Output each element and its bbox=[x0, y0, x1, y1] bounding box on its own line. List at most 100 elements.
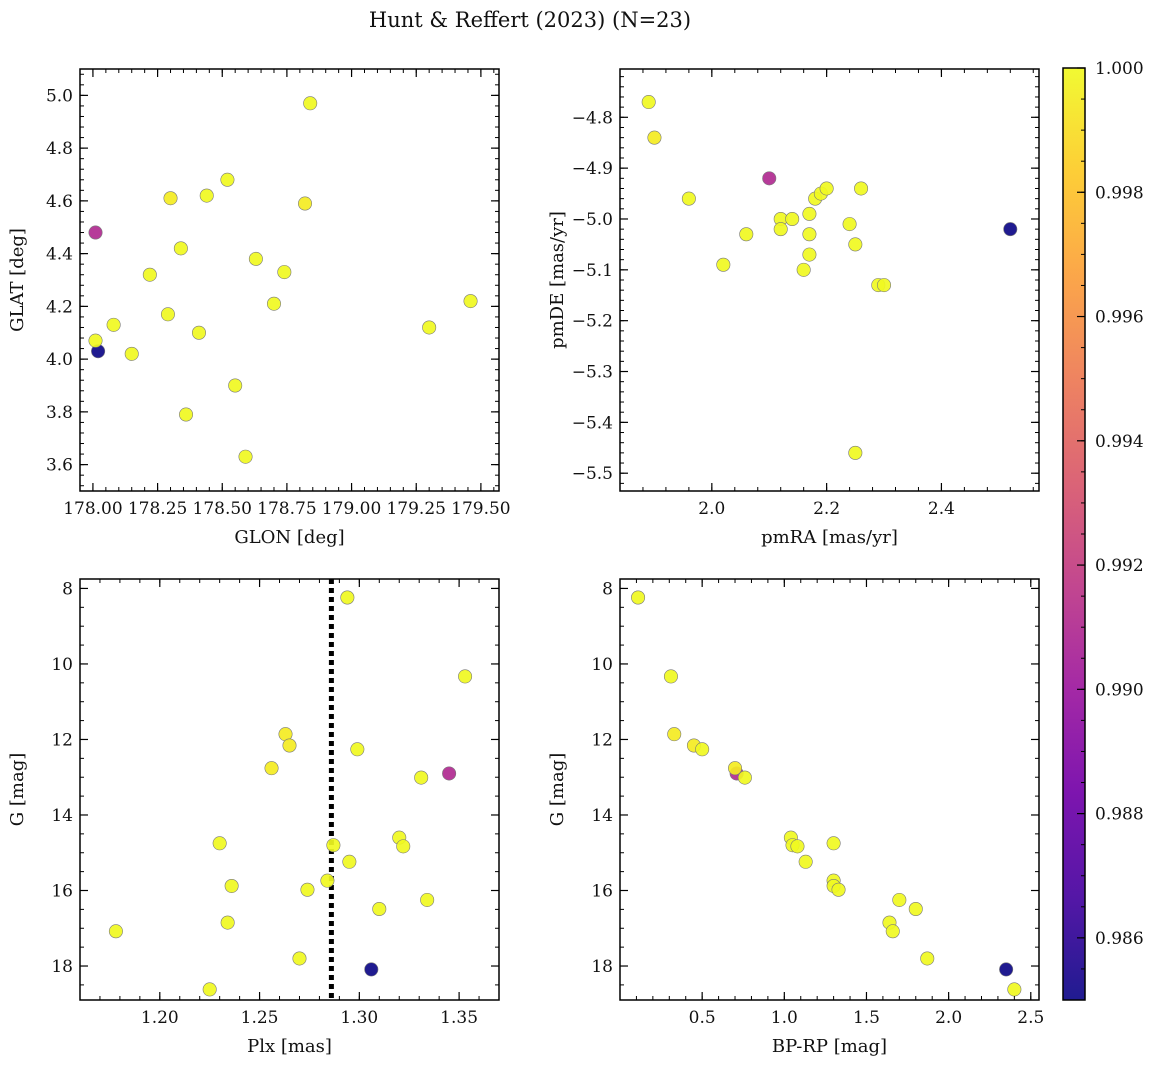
x-axis-label: BP-RP [mag] bbox=[772, 1036, 887, 1057]
x-tick-label: 2.2 bbox=[813, 499, 840, 519]
y-tick-label: 3.8 bbox=[46, 403, 73, 423]
scatter-points bbox=[631, 590, 1022, 997]
data-point bbox=[819, 181, 834, 196]
y-tick-label: 4.8 bbox=[46, 139, 73, 159]
colorbar-tick-label: 0.986 bbox=[1095, 929, 1144, 949]
x-axis-label: pmRA [mas/yr] bbox=[761, 527, 898, 548]
data-point bbox=[220, 172, 235, 187]
data-point bbox=[1007, 982, 1022, 997]
data-point bbox=[631, 590, 646, 605]
colorbar-tick-label: 0.996 bbox=[1095, 308, 1144, 328]
y-tick-label: 3.6 bbox=[46, 456, 73, 476]
y-axis-label: G [mag] bbox=[547, 753, 568, 826]
data-point bbox=[681, 191, 696, 206]
data-point bbox=[716, 257, 731, 272]
data-point bbox=[163, 191, 178, 206]
y-tick-label: 8 bbox=[62, 579, 73, 599]
data-point bbox=[458, 669, 473, 684]
data-point bbox=[908, 902, 923, 917]
data-point bbox=[160, 307, 175, 322]
scatter-points bbox=[108, 590, 473, 997]
data-point bbox=[224, 878, 239, 893]
data-point bbox=[796, 262, 811, 277]
data-point bbox=[877, 278, 892, 293]
data-point bbox=[802, 227, 817, 242]
y-tick-label: 12 bbox=[51, 730, 73, 750]
data-point bbox=[191, 325, 206, 340]
data-point bbox=[848, 445, 863, 460]
data-point bbox=[663, 669, 678, 684]
axes-frame bbox=[79, 68, 500, 492]
data-point bbox=[364, 962, 379, 977]
data-point bbox=[773, 222, 788, 237]
data-point bbox=[762, 171, 777, 186]
x-tick-label: 179.50 bbox=[451, 499, 510, 519]
data-point bbox=[303, 96, 318, 111]
data-point bbox=[282, 738, 297, 753]
x-tick-label: 1.30 bbox=[340, 1008, 378, 1028]
data-point bbox=[179, 407, 194, 422]
y-tick-label: −5.4 bbox=[572, 413, 613, 433]
data-point bbox=[667, 727, 682, 742]
y-tick-label: −4.8 bbox=[572, 108, 613, 128]
y-tick-label: 5.0 bbox=[46, 86, 73, 106]
data-point bbox=[1003, 222, 1018, 237]
data-point bbox=[372, 902, 387, 917]
colorbar-tick-label: 0.988 bbox=[1095, 805, 1144, 825]
data-point bbox=[396, 839, 411, 854]
data-point bbox=[106, 317, 121, 332]
data-point bbox=[266, 296, 281, 311]
data-point bbox=[220, 915, 235, 930]
panel-plx-g: 1.20 1.25 1.30 1.35 8 10 12 14 16 18 Plx [mas] G [m… bbox=[7, 578, 500, 1057]
data-point bbox=[342, 854, 357, 869]
x-tick-label: 2.0 bbox=[698, 499, 725, 519]
data-point bbox=[695, 742, 710, 757]
data-point bbox=[798, 854, 813, 869]
panel-pm: 2.0 2.2 2.4 −5.5 −5.4 −5.3 −5.2 −5.1 −5.0 −4.9 −4.… bbox=[547, 68, 1040, 548]
colorbar-tick-label: 0.994 bbox=[1095, 432, 1144, 452]
y-tick-label: 16 bbox=[51, 882, 73, 902]
data-point bbox=[999, 962, 1014, 977]
y-axis-label: GLAT [deg] bbox=[7, 228, 28, 332]
data-point bbox=[173, 241, 188, 256]
data-point bbox=[892, 892, 907, 907]
y-tick-label: −5.3 bbox=[572, 363, 613, 383]
data-point bbox=[199, 188, 214, 203]
y-tick-label: 4.2 bbox=[46, 297, 73, 317]
data-point bbox=[790, 839, 805, 854]
data-point bbox=[728, 761, 743, 776]
data-point bbox=[108, 924, 123, 939]
y-tick-label: 18 bbox=[51, 957, 73, 977]
data-point bbox=[885, 924, 900, 939]
data-point bbox=[350, 742, 365, 757]
data-point bbox=[802, 206, 817, 221]
data-point bbox=[826, 836, 841, 851]
y-tick-label: 4.4 bbox=[46, 245, 73, 265]
data-point bbox=[739, 227, 754, 242]
data-point bbox=[228, 378, 243, 393]
x-tick-label: 1.0 bbox=[771, 1008, 798, 1028]
x-tick-label: 178.25 bbox=[128, 499, 187, 519]
data-point bbox=[292, 951, 307, 966]
panel-cmd: 0.5 1.0 1.5 2.0 2.5 8 10 12 14 16 18 BP-RP [mag] G [… bbox=[547, 578, 1044, 1057]
colorbar-tick-label: 0.990 bbox=[1095, 680, 1144, 700]
x-tick-label: 1.20 bbox=[141, 1008, 179, 1028]
x-tick-label: 179.25 bbox=[386, 499, 445, 519]
y-tick-label: −4.9 bbox=[572, 159, 613, 179]
y-tick-label: 8 bbox=[602, 579, 613, 599]
data-point bbox=[277, 265, 292, 280]
x-tick-label: 178.00 bbox=[63, 499, 122, 519]
y-tick-label: 12 bbox=[591, 730, 613, 750]
x-tick-label: 1.25 bbox=[241, 1008, 279, 1028]
y-tick-label: 4.0 bbox=[46, 350, 73, 370]
data-point bbox=[326, 838, 341, 853]
y-tick-label: 4.6 bbox=[46, 192, 73, 212]
data-point bbox=[88, 333, 103, 348]
x-tick-label: 2.4 bbox=[928, 499, 955, 519]
data-point bbox=[238, 449, 253, 464]
data-point bbox=[264, 761, 279, 776]
data-point bbox=[641, 95, 656, 110]
y-tick-label: 10 bbox=[591, 655, 613, 675]
scatter-points bbox=[88, 96, 478, 464]
data-point bbox=[831, 882, 846, 897]
